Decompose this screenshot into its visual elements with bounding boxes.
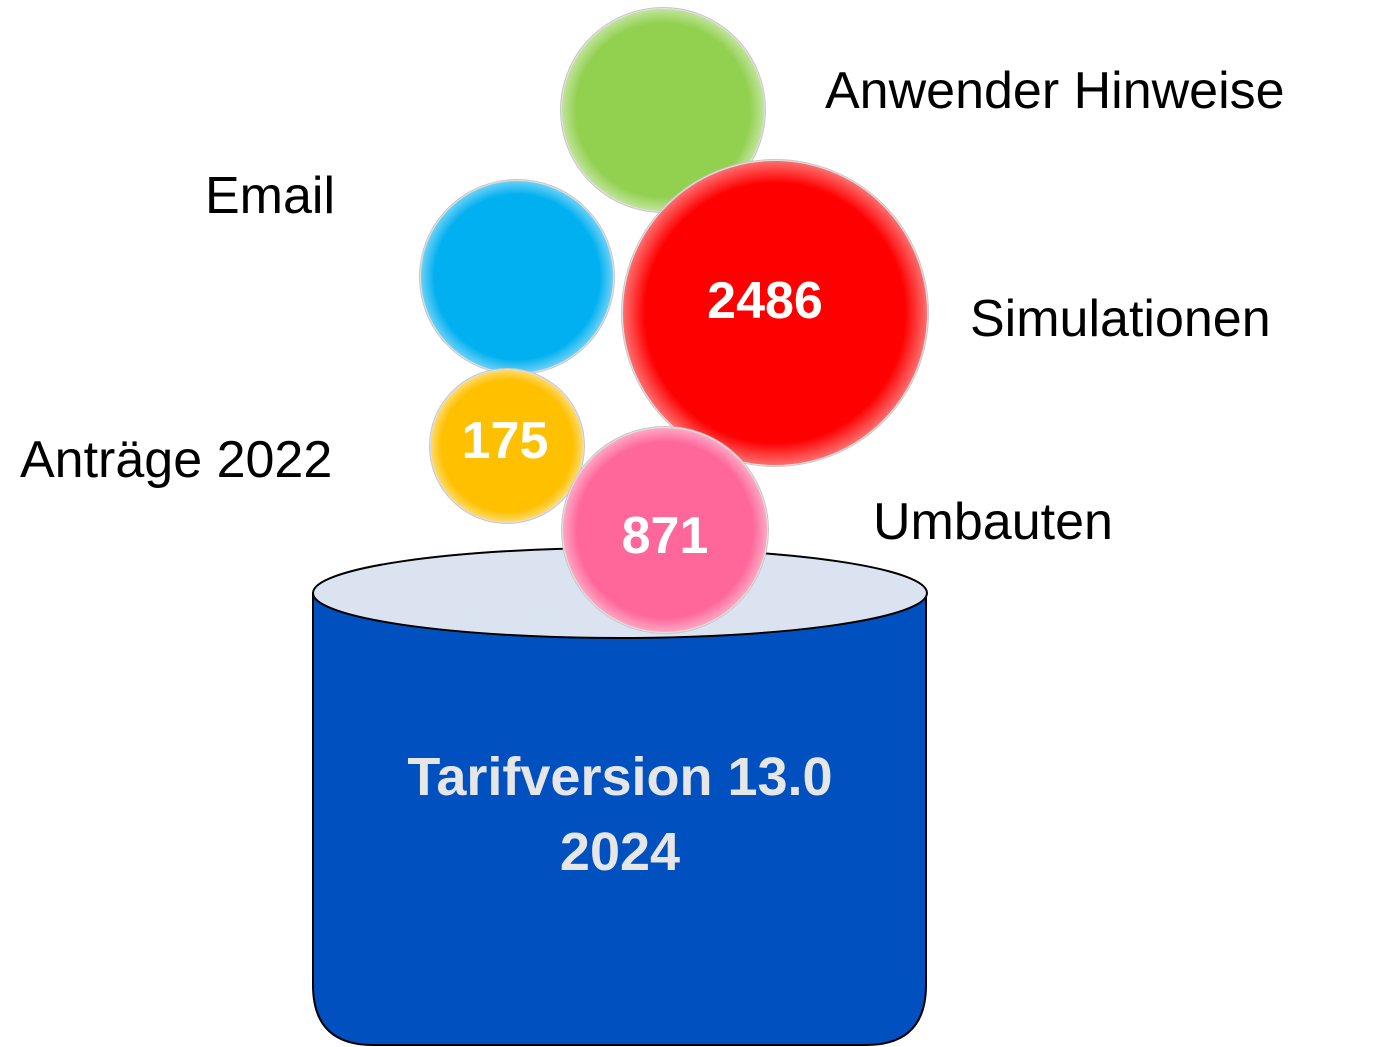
bubble-label: Simulationen [970, 290, 1271, 348]
bubble-label: Anträge 2022 [20, 431, 332, 489]
bubble-shine [420, 180, 614, 374]
cylinder-text: Tarifversion 13.0 2024 [407, 747, 832, 882]
bubble-shine [562, 427, 768, 633]
bubble-label: Umbauten [873, 493, 1113, 551]
bubble-shine [430, 369, 584, 523]
bubble-label: Email [205, 167, 335, 225]
bubble-shine [622, 160, 928, 466]
container-subtitle: 2024 [560, 822, 680, 882]
bubble-label: Anwender Hinweise [825, 62, 1285, 120]
bubble-value: 871 [622, 507, 709, 565]
bubble-value: 175 [462, 412, 549, 470]
cylinder-body [312, 592, 927, 1046]
container-title: Tarifversion 13.0 [407, 747, 832, 807]
bubble-shine [561, 8, 765, 212]
bubble-value: 2486 [707, 272, 823, 330]
